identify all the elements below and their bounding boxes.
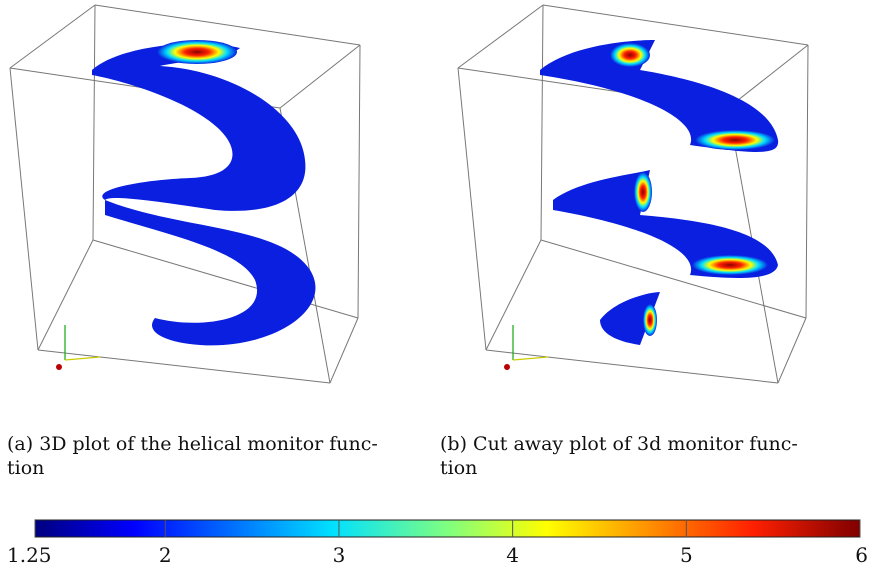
tick-label: 1.25 [7, 543, 52, 567]
caption: (b) Cut away plot of 3d monitor func- ti… [440, 432, 798, 480]
caption-line: tion [440, 457, 478, 479]
caption-line: tion [7, 457, 45, 479]
tick-label: 6 [855, 543, 868, 567]
hotspot [610, 43, 650, 67]
axes-triad [56, 325, 549, 370]
hotspot [692, 255, 768, 275]
caption: (a) 3D plot of the helical monitor func-… [7, 432, 378, 480]
tick-label: 4 [506, 543, 519, 567]
caption-line: (b) Cut away plot of 3d monitor func- [440, 433, 798, 455]
caption-line: (a) 3D plot of the helical monitor func- [7, 433, 378, 455]
tick-label: 3 [333, 543, 346, 567]
tick-label: 2 [159, 543, 172, 567]
helix-surface [92, 43, 316, 346]
tick-label: 5 [680, 543, 693, 567]
hotspot [695, 130, 775, 150]
hotspot [643, 304, 657, 336]
colorbar [34, 519, 861, 538]
hotspot [157, 40, 237, 64]
cut-helix-surface [540, 40, 779, 345]
hotspot [634, 172, 652, 212]
